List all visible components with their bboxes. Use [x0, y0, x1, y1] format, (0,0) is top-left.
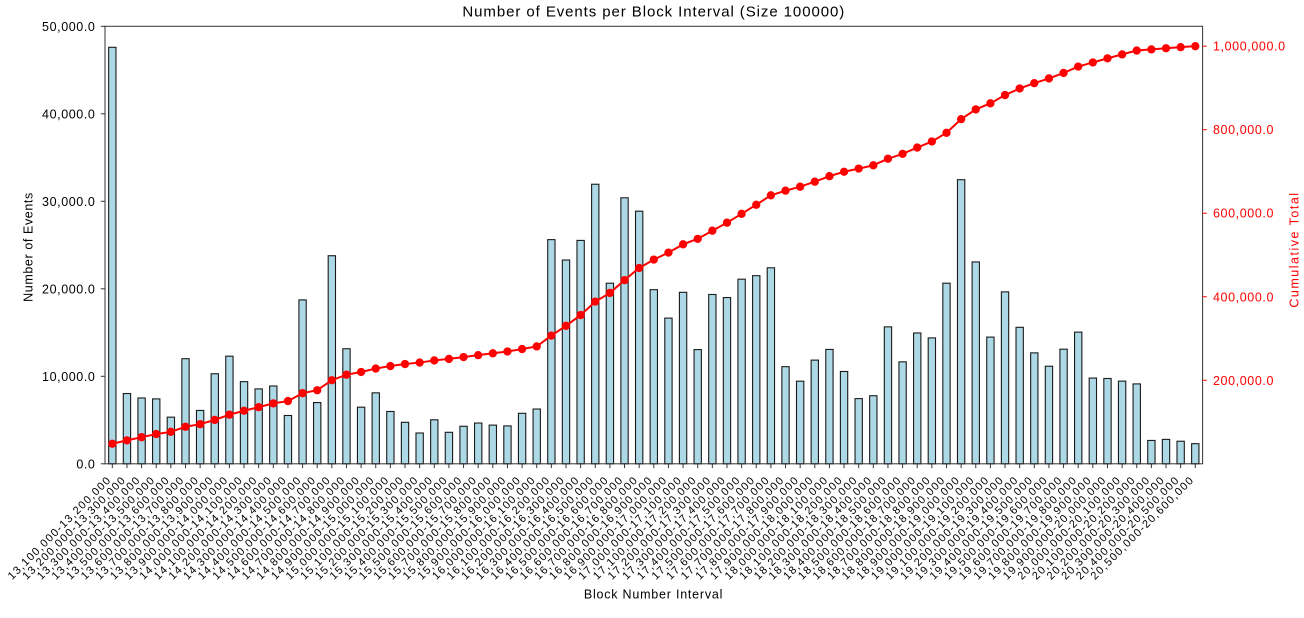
- svg-text:10,000.0: 10,000.0: [42, 370, 95, 384]
- svg-text:800,000.0: 800,000.0: [1213, 123, 1274, 137]
- svg-text:Block Number Interval: Block Number Interval: [584, 588, 723, 602]
- svg-text:1,000,000.0: 1,000,000.0: [1213, 40, 1286, 54]
- svg-text:200,000.0: 200,000.0: [1213, 374, 1274, 388]
- svg-text:Cumulative Total: Cumulative Total: [1288, 191, 1302, 307]
- svg-text:600,000.0: 600,000.0: [1213, 207, 1274, 221]
- svg-text:50,000.0: 50,000.0: [42, 20, 95, 34]
- svg-text:20,000.0: 20,000.0: [42, 282, 95, 296]
- svg-text:Number of Events: Number of Events: [21, 192, 35, 302]
- svg-text:Number of Events per Block Int: Number of Events per Block Interval (Siz…: [462, 4, 845, 21]
- svg-text:400,000.0: 400,000.0: [1213, 290, 1274, 304]
- svg-text:0.0: 0.0: [76, 457, 95, 471]
- svg-text:30,000.0: 30,000.0: [42, 195, 95, 209]
- svg-text:40,000.0: 40,000.0: [42, 107, 95, 121]
